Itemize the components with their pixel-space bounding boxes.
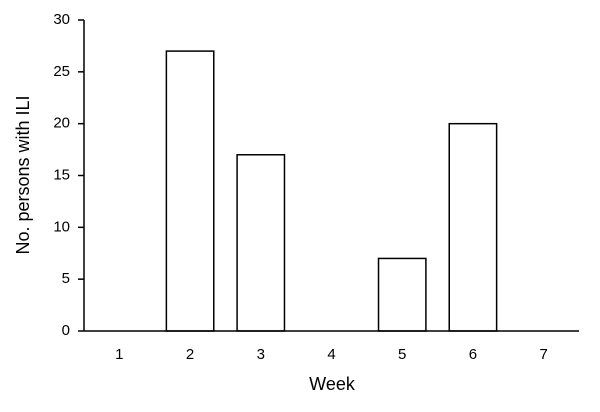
x-axis-title: Week: [309, 374, 356, 394]
bar: [236, 154, 286, 332]
y-tick-label: 15: [53, 166, 70, 183]
y-tick-label: 0: [62, 322, 70, 339]
y-tick-label: 30: [53, 11, 70, 28]
x-tick-label: 6: [469, 346, 477, 363]
x-tick-label: 5: [398, 346, 406, 363]
y-axis-title: No. persons with ILI: [13, 95, 33, 254]
x-tick-label: 4: [327, 346, 335, 363]
bar: [377, 257, 427, 332]
x-tick-label: 7: [539, 346, 547, 363]
y-tick-label: 10: [53, 218, 70, 235]
x-tick-label: 3: [257, 346, 265, 363]
x-tick-label: 1: [115, 346, 123, 363]
y-tick-label: 20: [53, 115, 70, 132]
y-tick-label: 25: [53, 63, 70, 80]
bar: [165, 50, 215, 332]
x-tick-label: 2: [186, 346, 194, 363]
bar: [448, 122, 498, 332]
y-tick-label: 5: [62, 270, 70, 287]
